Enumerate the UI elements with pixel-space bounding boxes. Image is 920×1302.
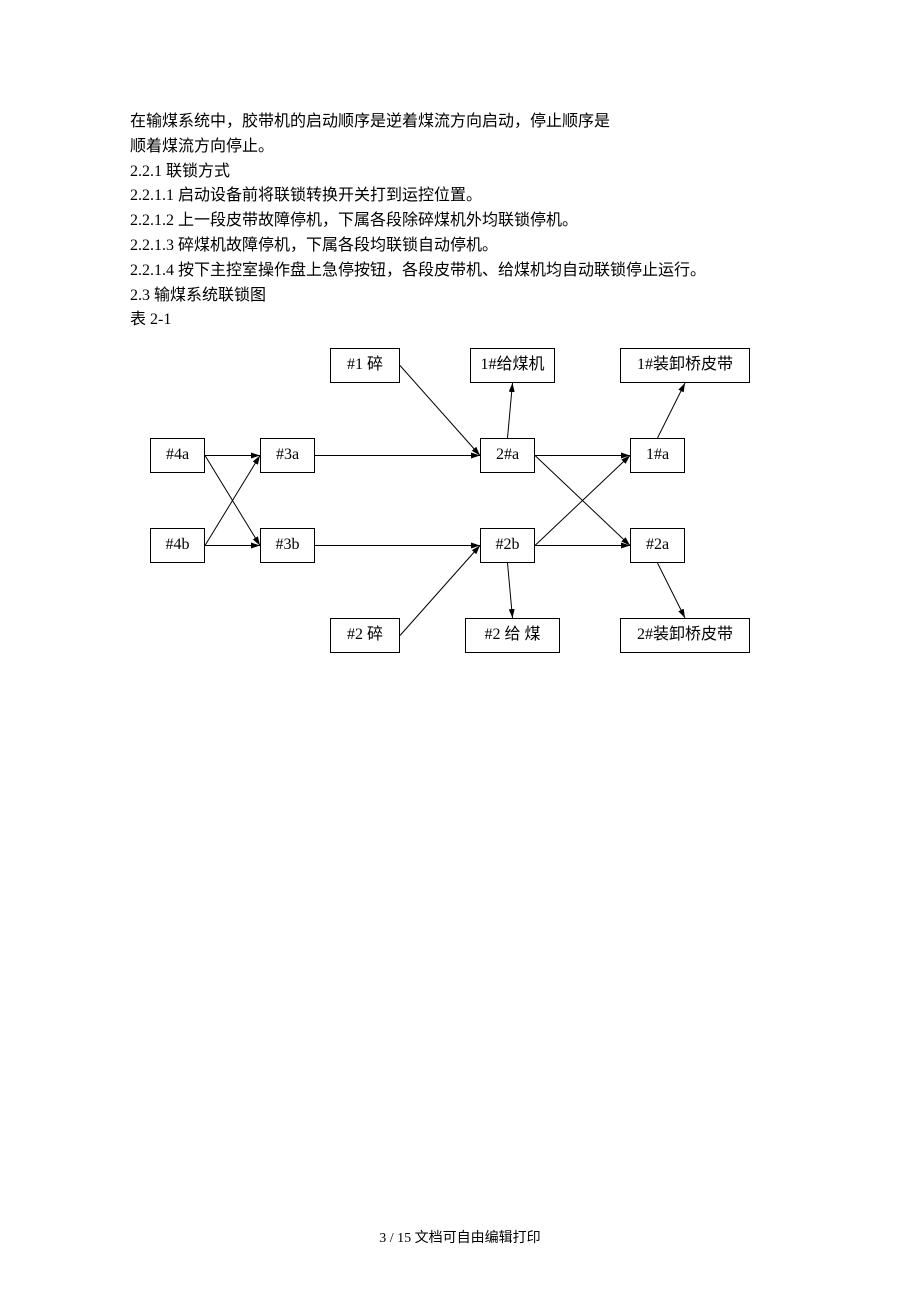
page-footer: 3 / 15 文档可自由编辑打印 [0, 1227, 920, 1247]
para-7: 2.3 输煤系统联锁图 [130, 284, 790, 309]
edge-4b-3a [205, 456, 260, 546]
interlock-diagram: #1 碎 1#给煤机 1#装卸桥皮带 #4a #3a 2#a 1#a #4b #3b #2b #2a… [130, 338, 790, 678]
node-3a: #3a [260, 438, 315, 473]
node-gm2: #2 给 煤 [465, 618, 560, 653]
node-2b: #2b [480, 528, 535, 563]
node-c2: #2 碎 [330, 618, 400, 653]
para-3: 2.2.1.1 启动设备前将联锁转换开关打到运控位置。 [130, 184, 790, 209]
edge-2b-1a [535, 456, 630, 546]
node-z1: 1#装卸桥皮带 [620, 348, 750, 383]
node-c1: #1 碎 [330, 348, 400, 383]
edge-1a-z1 [658, 383, 686, 438]
edge-2a-gm1 [508, 383, 513, 438]
para-1: 顺着煤流方向停止。 [130, 135, 790, 160]
node-4a: #4a [150, 438, 205, 473]
node-4b: #4b [150, 528, 205, 563]
edge-4a-3b [205, 456, 260, 546]
node-1a: 1#a [630, 438, 685, 473]
page-body: 在输煤系统中，胶带机的启动顺序是逆着煤流方向启动，停止顺序是 顺着煤流方向停止。… [0, 0, 920, 678]
edge-2ar-z2 [658, 563, 686, 618]
para-0: 在输煤系统中，胶带机的启动顺序是逆着煤流方向启动，停止顺序是 [130, 110, 790, 135]
node-3b: #3b [260, 528, 315, 563]
node-gm1: 1#给煤机 [470, 348, 555, 383]
para-2: 2.2.1 联锁方式 [130, 160, 790, 185]
para-8: 表 2-1 [130, 308, 790, 333]
edge-2a-2ar [535, 456, 630, 546]
edge-c1-2a [400, 366, 480, 456]
para-5: 2.2.1.3 碎煤机故障停机，下属各段均联锁自动停机。 [130, 234, 790, 259]
edge-2b-gm2 [508, 563, 513, 618]
para-6: 2.2.1.4 按下主控室操作盘上急停按钮，各段皮带机、给煤机均自动联锁停止运行… [130, 259, 790, 284]
node-2a: 2#a [480, 438, 535, 473]
para-4: 2.2.1.2 上一段皮带故障停机，下属各段除碎煤机外均联锁停机。 [130, 209, 790, 234]
node-2ar: #2a [630, 528, 685, 563]
node-z2: 2#装卸桥皮带 [620, 618, 750, 653]
